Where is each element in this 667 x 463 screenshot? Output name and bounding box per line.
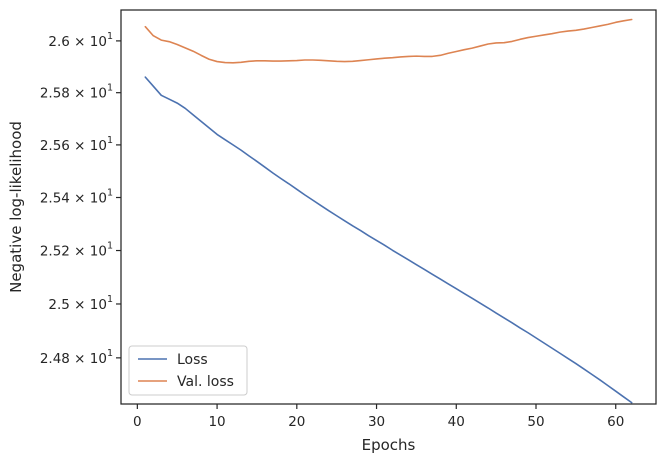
y-tick-label: 2.48 × 101: [40, 348, 113, 367]
series-layer: [144, 18, 633, 404]
y-axis-label: Negative log-likelihood: [7, 121, 25, 293]
plot-frame: [120, 9, 657, 405]
series-line-val-loss: [144, 18, 633, 64]
y-axis-ticks: 2.48 × 101 2.5 × 101 2.52 × 101 2.54 × 101 2…: [40, 31, 121, 367]
x-tick-label: 50: [527, 414, 544, 430]
x-tick-label: 40: [448, 414, 465, 430]
legend-label-val-loss: Val. loss: [177, 374, 234, 390]
series-line-loss: [144, 76, 633, 404]
x-tick-label: 30: [368, 414, 385, 430]
y-tick-label: 2.58 × 101: [40, 83, 113, 102]
x-axis-label: Epochs: [362, 436, 416, 454]
x-axis-ticks: 0 10 20 30 40 50 60: [133, 404, 624, 430]
y-tick-label: 2.6 × 101: [48, 31, 113, 50]
y-tick-label: 2.54 × 101: [40, 188, 113, 207]
legend: Loss Val. loss: [128, 345, 248, 396]
legend-label-loss: Loss: [177, 352, 208, 368]
x-tick-label: 20: [288, 414, 305, 430]
x-tick-label: 10: [208, 414, 225, 430]
y-tick-label: 2.56 × 101: [40, 135, 113, 154]
y-tick-label: 2.5 × 101: [48, 294, 113, 313]
x-tick-label: 0: [133, 414, 142, 430]
y-tick-label: 2.52 × 101: [40, 241, 113, 260]
x-tick-label: 60: [607, 414, 624, 430]
